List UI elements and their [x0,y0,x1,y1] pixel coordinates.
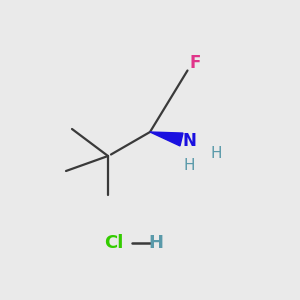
Polygon shape [150,132,183,146]
Text: H: H [148,234,164,252]
Text: F: F [189,54,201,72]
Text: H: H [183,158,195,172]
Text: H: H [210,146,222,160]
Text: Cl: Cl [104,234,124,252]
Text: N: N [182,132,196,150]
